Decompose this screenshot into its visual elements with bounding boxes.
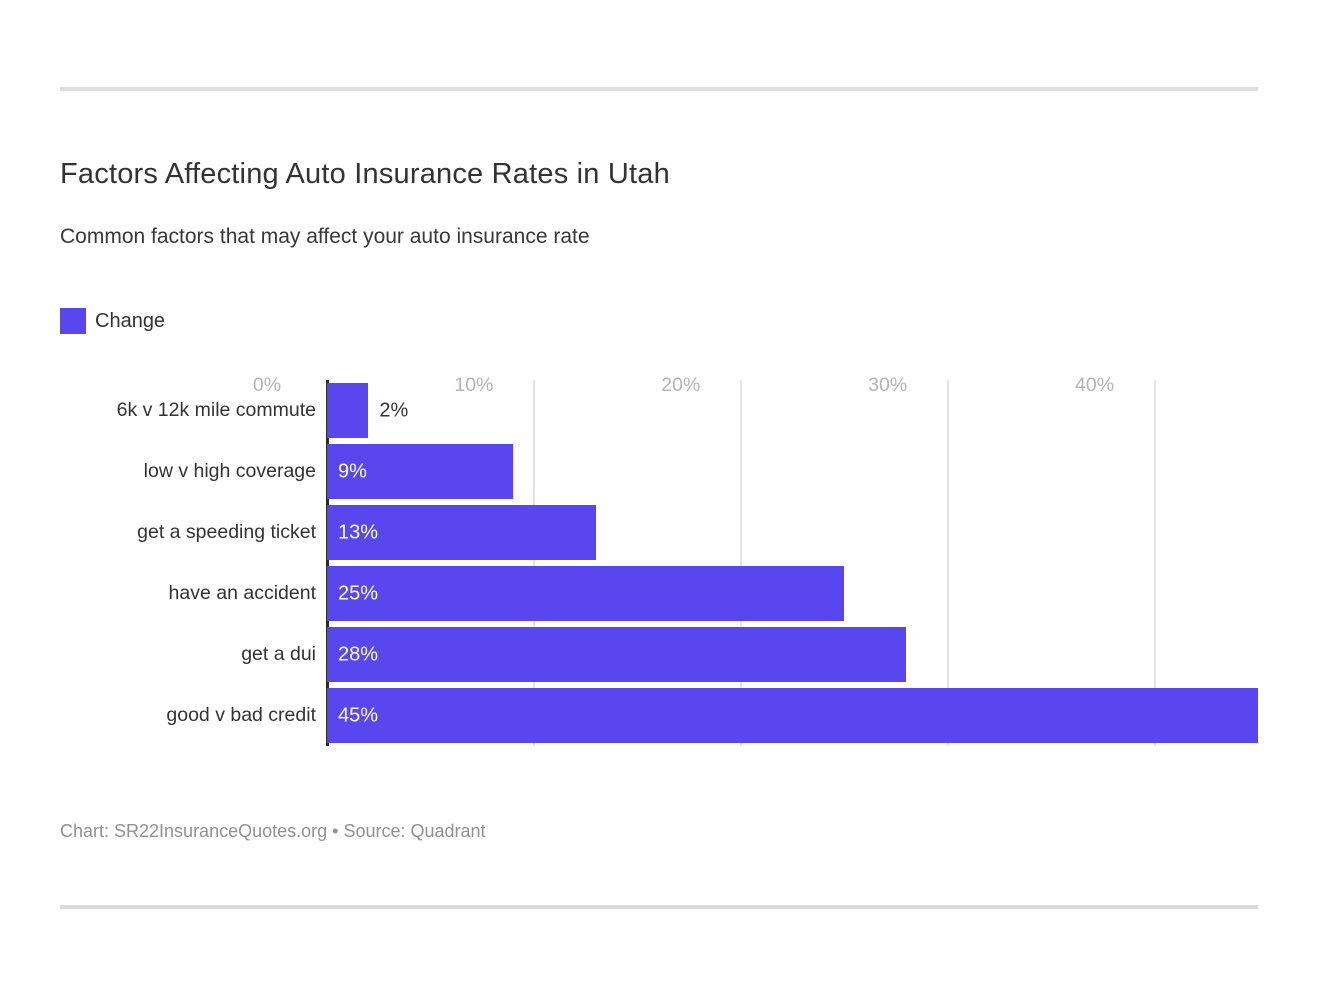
bar-track: 25% xyxy=(327,566,1258,621)
bar-value-label: 45% xyxy=(338,704,379,726)
bar-value-label: 28% xyxy=(338,643,379,665)
category-label: get a speeding ticket xyxy=(137,521,316,543)
legend-swatch-icon xyxy=(60,308,86,334)
bar-track: 9% xyxy=(327,444,1258,499)
grid-layer xyxy=(326,380,1258,746)
bar xyxy=(327,505,596,560)
bar xyxy=(327,627,907,682)
category-label: good v bad credit xyxy=(166,704,316,726)
bar-value-label: 2% xyxy=(379,399,409,421)
legend: Change xyxy=(60,308,165,334)
category-label: 6k v 12k mile commute xyxy=(116,399,316,421)
bar-track: 28% xyxy=(327,627,1258,682)
bar xyxy=(327,566,845,621)
bar-row: 6k v 12k mile commute 2% xyxy=(60,380,1258,441)
category-label: have an accident xyxy=(168,582,316,604)
bar-track: 13% xyxy=(327,505,1258,560)
bar-rows: 6k v 12k mile commute 2% low v high covera… xyxy=(60,380,1258,746)
bar-row: get a dui 28% xyxy=(60,624,1258,685)
legend-label: Change xyxy=(95,309,166,332)
gridline xyxy=(532,380,535,746)
bar-value-label: 25% xyxy=(338,582,379,604)
bar-value-label: 9% xyxy=(338,460,367,482)
bar xyxy=(327,444,514,499)
bar-value-label: 13% xyxy=(338,521,379,543)
bar-row: get a speeding ticket 13% xyxy=(60,502,1258,563)
bar-track: 45% xyxy=(327,688,1258,743)
chart-subtitle: Common factors that may affect your auto… xyxy=(60,225,590,248)
bar-chart: 6k v 12k mile commute 2% low v high covera… xyxy=(60,380,1258,746)
x-tick-label: 30% xyxy=(868,374,908,396)
top-divider xyxy=(60,87,1258,91)
bar-row: good v bad credit 45% xyxy=(60,685,1258,746)
x-tick-label: 40% xyxy=(1075,374,1115,396)
gridline xyxy=(1153,380,1156,746)
category-label: low v high coverage xyxy=(143,460,316,482)
bar-row: have an accident 25% xyxy=(60,563,1258,624)
gridline xyxy=(946,380,949,746)
x-tick-label: 10% xyxy=(454,374,494,396)
x-tick-label: 0% xyxy=(252,374,282,396)
y-axis-line xyxy=(326,380,329,746)
bottom-divider xyxy=(60,905,1258,909)
attribution-text: Chart: SR22InsuranceQuotes.org • Source:… xyxy=(60,821,486,841)
gridline xyxy=(739,380,742,746)
bar-track: 2% xyxy=(327,383,1258,438)
chart-title: Factors Affecting Auto Insurance Rates i… xyxy=(60,158,670,190)
bar xyxy=(327,688,1258,743)
category-label: get a dui xyxy=(241,643,316,665)
bar-row: low v high coverage 9% xyxy=(60,441,1258,502)
x-tick-label: 20% xyxy=(661,374,701,396)
x-axis: 0% 10% 20% 30% 40% xyxy=(253,374,1198,400)
bar xyxy=(327,383,369,438)
